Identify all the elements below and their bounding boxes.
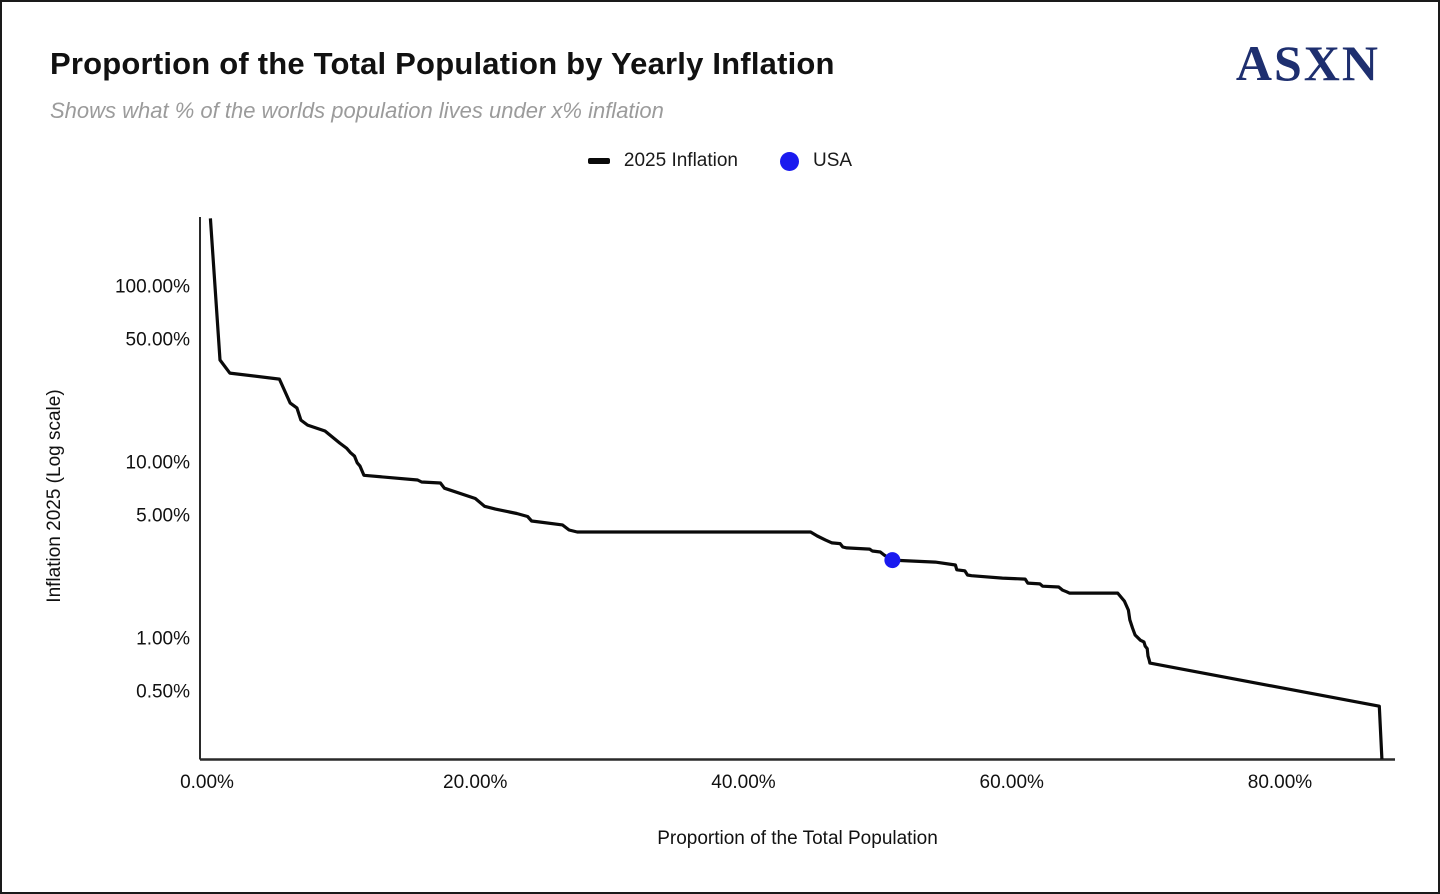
x-tick-label: 20.00% [443, 772, 508, 793]
line-swatch-icon [587, 158, 610, 164]
asxn-logo: ASXN [1235, 35, 1380, 91]
y-tick-label: 50.00% [126, 329, 191, 350]
legend-item-2025-inflation[interactable]: 2025 Inflation [587, 150, 738, 172]
x-tick-label: 80.00% [1248, 772, 1313, 793]
legend-label-2025-inflation: 2025 Inflation [623, 150, 738, 171]
usa-marker[interactable] [884, 552, 901, 569]
y-tick-label: 5.00% [136, 505, 190, 526]
x-tick-label: 40.00% [711, 772, 776, 793]
y-tick-label: 0.50% [136, 681, 190, 702]
y-tick-label: 100.00% [115, 277, 190, 298]
dot-swatch-icon [780, 151, 799, 171]
page-subtitle: Shows what % of the worlds population li… [50, 98, 664, 123]
page-title: Proportion of the Total Population by Ye… [50, 46, 835, 81]
x-tick-label: 0.00% [180, 772, 234, 793]
legend-item-usa[interactable]: USA [780, 150, 852, 172]
legend-label-usa: USA [813, 150, 853, 171]
y-axis-title: Inflation 2025 (Log scale) [44, 389, 65, 602]
x-axis-title: Proportion of the Total Population [657, 828, 938, 849]
inflation-line[interactable] [208, 218, 1384, 760]
y-tick-label: 1.00% [136, 629, 190, 650]
y-tick-label: 10.00% [126, 453, 191, 474]
x-tick-label: 60.00% [980, 772, 1045, 793]
chart-legend: 2025 Inflation USA [2, 150, 1438, 172]
